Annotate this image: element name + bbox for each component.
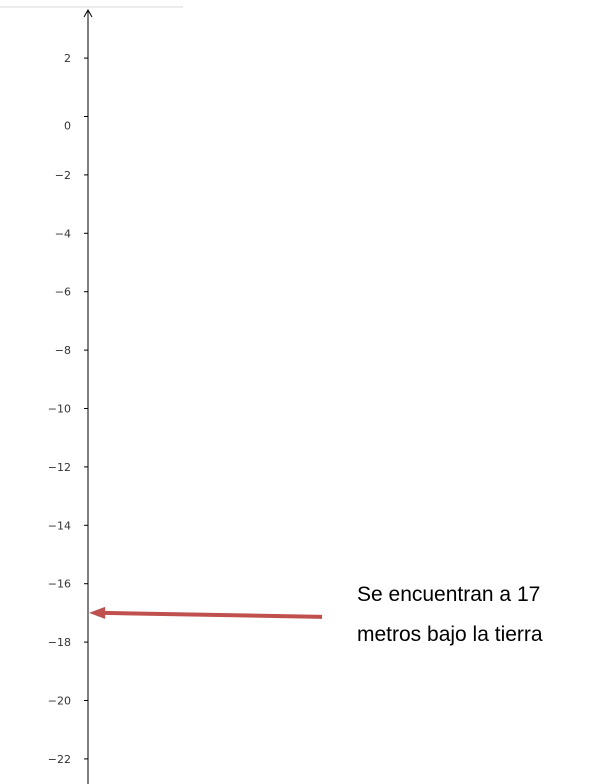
arrow-shaft [102,610,323,619]
tick-label: 0 [64,120,71,133]
vertical-number-line: 2 0 −2 −4 −6 −8 −10 −12 −14 −16 −18 −20 −22 [48,8,93,784]
tick-label: −2 [55,169,71,182]
tick-label: −12 [48,461,71,474]
tick-label: −8 [55,344,71,357]
arrow-head [89,606,105,619]
tick-label: −22 [48,753,71,766]
tick-label: −4 [55,227,71,240]
tick-label: −16 [48,578,71,591]
tick-label: −20 [48,695,71,708]
annotation-line-1: Se encuentran a 17 [357,583,540,606]
tick-label: −14 [48,519,71,532]
annotation-line-2: metros bajo la tierra [357,623,543,646]
tick-label: −18 [48,636,71,649]
tick-label: −10 [48,403,71,416]
pointer-arrow [89,606,323,619]
axis-arrowhead [83,8,93,18]
tick-label: −6 [55,286,71,299]
tick-label: 2 [64,52,71,65]
